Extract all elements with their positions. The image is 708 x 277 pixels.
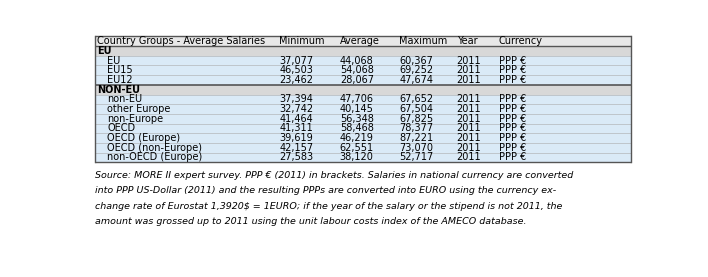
Text: Country Groups - Average Salaries: Country Groups - Average Salaries bbox=[97, 36, 265, 46]
Text: 39,619: 39,619 bbox=[280, 133, 313, 143]
Text: 2011: 2011 bbox=[457, 104, 481, 114]
Text: 60,367: 60,367 bbox=[399, 56, 433, 66]
Text: 2011: 2011 bbox=[457, 152, 481, 162]
Text: 2011: 2011 bbox=[457, 75, 481, 85]
Bar bbox=[95, 65, 631, 75]
Text: 58,468: 58,468 bbox=[340, 123, 374, 134]
Text: 41,464: 41,464 bbox=[280, 114, 313, 124]
Text: 46,219: 46,219 bbox=[340, 133, 374, 143]
Text: other Europe: other Europe bbox=[107, 104, 171, 114]
Text: 67,504: 67,504 bbox=[399, 104, 433, 114]
Text: 23,462: 23,462 bbox=[280, 75, 314, 85]
Text: 67,652: 67,652 bbox=[399, 94, 433, 104]
Text: 27,583: 27,583 bbox=[280, 152, 314, 162]
Text: EU: EU bbox=[97, 46, 111, 56]
Text: change rate of Eurostat 1,3920$ = 1EURO; if the year of the salary or the stipen: change rate of Eurostat 1,3920$ = 1EURO;… bbox=[95, 202, 562, 211]
Text: amount was grossed up to 2011 using the unit labour costs index of the AMECO dat: amount was grossed up to 2011 using the … bbox=[95, 217, 527, 226]
Bar bbox=[95, 114, 631, 124]
Text: 56,348: 56,348 bbox=[340, 114, 374, 124]
Text: 42,157: 42,157 bbox=[280, 143, 314, 153]
Bar bbox=[95, 153, 631, 162]
Text: 73,070: 73,070 bbox=[399, 143, 433, 153]
Text: PPP €: PPP € bbox=[499, 133, 526, 143]
Text: 62,551: 62,551 bbox=[340, 143, 374, 153]
Text: Currency: Currency bbox=[499, 36, 543, 46]
Text: EU12: EU12 bbox=[107, 75, 133, 85]
Text: PPP €: PPP € bbox=[499, 56, 526, 66]
Text: EU: EU bbox=[107, 56, 120, 66]
Bar bbox=[95, 94, 631, 104]
Text: 38,120: 38,120 bbox=[340, 152, 374, 162]
Text: 67,825: 67,825 bbox=[399, 114, 433, 124]
Text: 2011: 2011 bbox=[457, 133, 481, 143]
Text: Source: MORE II expert survey. PPP € (2011) in brackets. Salaries in national cu: Source: MORE II expert survey. PPP € (20… bbox=[95, 171, 573, 180]
Text: PPP €: PPP € bbox=[499, 75, 526, 85]
Text: 2011: 2011 bbox=[457, 56, 481, 66]
Text: 41,311: 41,311 bbox=[280, 123, 313, 134]
Text: 2011: 2011 bbox=[457, 123, 481, 134]
Text: 37,394: 37,394 bbox=[280, 94, 314, 104]
Text: 2011: 2011 bbox=[457, 143, 481, 153]
Text: PPP €: PPP € bbox=[499, 143, 526, 153]
Text: 47,674: 47,674 bbox=[399, 75, 433, 85]
Text: OECD (Europe): OECD (Europe) bbox=[107, 133, 181, 143]
Text: 28,067: 28,067 bbox=[340, 75, 374, 85]
Text: PPP €: PPP € bbox=[499, 94, 526, 104]
Text: EU15: EU15 bbox=[107, 65, 133, 75]
Text: 32,742: 32,742 bbox=[280, 104, 314, 114]
Bar bbox=[95, 46, 631, 56]
Bar bbox=[95, 56, 631, 65]
Bar bbox=[95, 133, 631, 143]
Text: NON-EU: NON-EU bbox=[97, 85, 139, 95]
Text: Minimum: Minimum bbox=[280, 36, 325, 46]
Text: 37,077: 37,077 bbox=[280, 56, 314, 66]
Text: 87,221: 87,221 bbox=[399, 133, 433, 143]
Text: 2011: 2011 bbox=[457, 114, 481, 124]
Bar bbox=[95, 124, 631, 133]
Text: PPP €: PPP € bbox=[499, 104, 526, 114]
Text: 40,145: 40,145 bbox=[340, 104, 374, 114]
Text: 78,377: 78,377 bbox=[399, 123, 433, 134]
Bar bbox=[95, 104, 631, 114]
Text: PPP €: PPP € bbox=[499, 65, 526, 75]
Text: 46,503: 46,503 bbox=[280, 65, 314, 75]
Text: PPP €: PPP € bbox=[499, 152, 526, 162]
Text: 47,706: 47,706 bbox=[340, 94, 374, 104]
Text: 54,068: 54,068 bbox=[340, 65, 374, 75]
Bar bbox=[95, 37, 631, 46]
Text: OECD: OECD bbox=[107, 123, 135, 134]
Text: 44,068: 44,068 bbox=[340, 56, 374, 66]
Text: non-Europe: non-Europe bbox=[107, 114, 164, 124]
Text: 2011: 2011 bbox=[457, 65, 481, 75]
Text: Maximum: Maximum bbox=[399, 36, 447, 46]
Text: 69,252: 69,252 bbox=[399, 65, 433, 75]
Bar bbox=[95, 85, 631, 94]
Text: Average: Average bbox=[340, 36, 379, 46]
Text: PPP €: PPP € bbox=[499, 123, 526, 134]
Text: non-OECD (Europe): non-OECD (Europe) bbox=[107, 152, 202, 162]
Text: Year: Year bbox=[457, 36, 477, 46]
Text: non-EU: non-EU bbox=[107, 94, 142, 104]
Text: PPP €: PPP € bbox=[499, 114, 526, 124]
Text: into PPP US-Dollar (2011) and the resulting PPPs are converted into EURO using t: into PPP US-Dollar (2011) and the result… bbox=[95, 186, 556, 195]
Text: OECD (non-Europe): OECD (non-Europe) bbox=[107, 143, 202, 153]
Bar bbox=[95, 143, 631, 153]
Text: 52,717: 52,717 bbox=[399, 152, 433, 162]
Text: 2011: 2011 bbox=[457, 94, 481, 104]
Bar bbox=[95, 75, 631, 85]
